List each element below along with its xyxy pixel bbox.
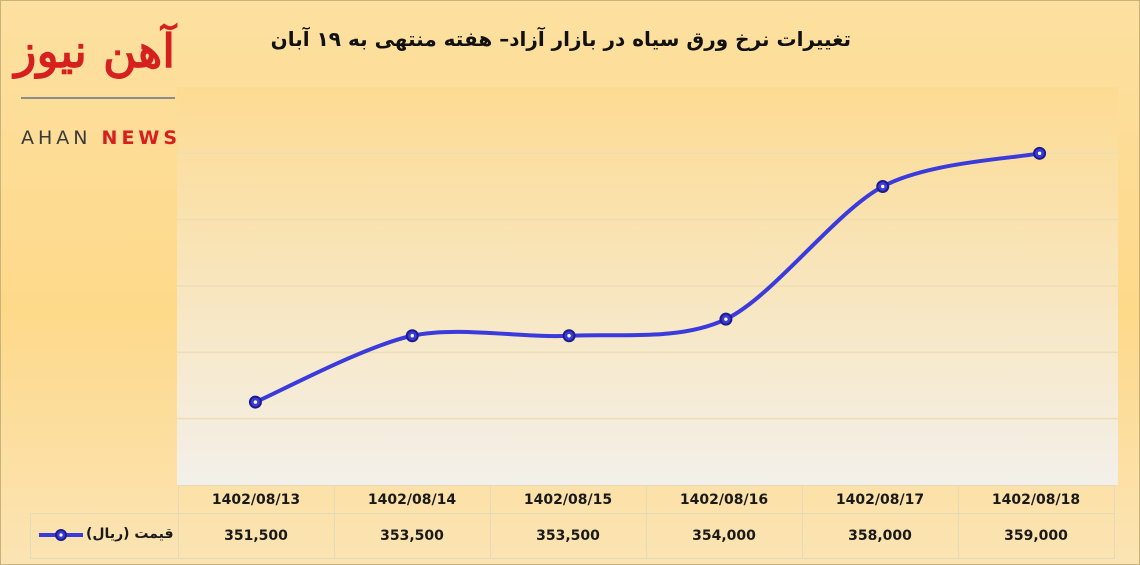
category-label: 1402/08/17: [801, 485, 959, 514]
data-point: [405, 329, 419, 343]
legend-line-marker-icon: [39, 529, 83, 541]
data-point: [719, 312, 733, 326]
data-table-values-row: قیمت (ریال) 351,500 353,500 353,500 354,…: [30, 513, 1115, 559]
data-value-label: 353,500: [333, 513, 491, 559]
data-value-label: 354,000: [645, 513, 803, 559]
data-value-label: 359,000: [957, 513, 1115, 559]
chart-title: تغییرات نرخ ورق سیاه در بازار آزاد– هفته…: [270, 27, 851, 51]
data-point: [1033, 146, 1047, 160]
series-line-price: [253, 151, 1042, 405]
logo-word-ahan: AHAN: [21, 127, 92, 149]
logo-mark: آهن نیوز: [14, 24, 175, 78]
data-table: 1402/08/13 1402/08/14 1402/08/15 1402/08…: [30, 485, 1115, 559]
data-value-label: 358,000: [801, 513, 959, 559]
data-value-label: 351,500: [177, 513, 335, 559]
category-label: 1402/08/15: [489, 485, 647, 514]
ahan-news-logo: آهن نیوز AHAN NEWS: [14, 15, 177, 149]
data-point: [248, 395, 262, 409]
data-point: [876, 180, 890, 193]
category-label: 1402/08/13: [177, 485, 335, 514]
legend-label: قیمت (ریال): [86, 526, 174, 542]
category-label: 1402/08/16: [645, 485, 803, 514]
logo-word-news: NEWS: [101, 127, 182, 149]
data-table-header-row: 1402/08/13 1402/08/14 1402/08/15 1402/08…: [31, 485, 1115, 514]
category-label: 1402/08/18: [957, 485, 1115, 514]
series-markers: [248, 146, 1047, 409]
data-point: [562, 329, 576, 343]
legend-entry: قیمت (ریال): [30, 513, 179, 559]
category-label: 1402/08/14: [333, 485, 491, 514]
data-value-label: 353,500: [489, 513, 647, 559]
logo-wordmark: AHAN NEWS: [21, 127, 181, 149]
logo-divider: [21, 97, 175, 99]
grid-lines: [177, 152, 1118, 420]
data-table-corner: [31, 486, 179, 514]
